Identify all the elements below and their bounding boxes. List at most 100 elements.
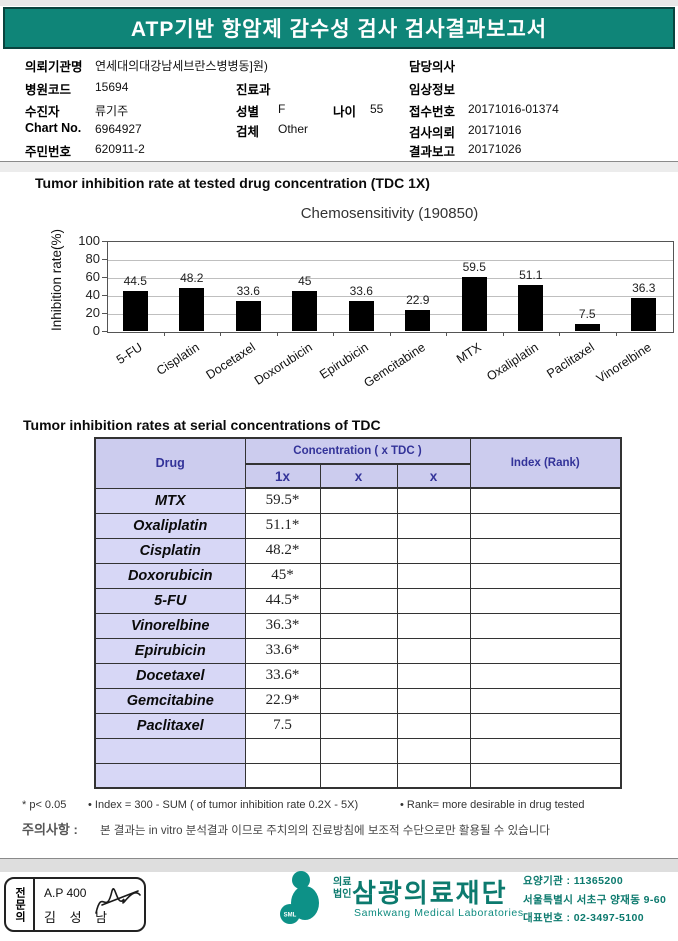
- field-label-department: 진료과: [236, 83, 271, 97]
- concentration-x2-cell: [319, 662, 398, 689]
- org-name-en: Samkwang Medical Laboratories: [354, 907, 524, 919]
- page-title: ATP기반 항암제 감수성 검사 검사결과보고서: [130, 18, 548, 41]
- chart-bar-value: 33.6: [349, 283, 373, 298]
- stamp-doctor-name: 김 성 남: [44, 910, 113, 925]
- contact-org-number: 요양기관 : 11365200: [523, 875, 624, 887]
- index-rank-cell: [469, 637, 622, 664]
- chart-xtick-mark: [615, 332, 617, 336]
- chart-ytick-label: 40: [85, 287, 100, 302]
- drug-name-cell: Cisplatin: [94, 537, 246, 564]
- index-rank-cell: [469, 737, 622, 764]
- concentration-x3-cell: [396, 512, 471, 539]
- field-label-institution: 의뢰기관명: [25, 60, 83, 74]
- chart-bar-value: 36.3: [632, 281, 656, 296]
- table-row: [94, 762, 622, 789]
- chart-xtick-label: Doxorubicin: [251, 340, 315, 388]
- field-value-resident-no: 620911-2: [95, 142, 145, 156]
- chart-bar: [518, 285, 544, 331]
- drug-name-cell: Paclitaxel: [94, 712, 246, 739]
- field-value-age: 55: [370, 102, 384, 116]
- table-header-concentration: Concentration ( x TDC ): [244, 437, 471, 465]
- concentration-x3-cell: [396, 762, 471, 789]
- concentration-x3-cell: [396, 687, 471, 714]
- table-header-x2: x: [319, 463, 398, 489]
- caution-text: 본 결과는 in vitro 분석결과 이므로 주치의의 진료방침에 보조적 수…: [100, 825, 550, 837]
- stamp-vertical-label: 전문의: [6, 879, 35, 930]
- chart-xtick-label: Vinorelbine: [593, 340, 654, 386]
- top-strip: [0, 0, 678, 6]
- note-rank: • Rank= more desirable in drug tested: [400, 799, 585, 811]
- chart-bar: [292, 290, 318, 331]
- field-value-chart-no: 6964927: [95, 122, 142, 136]
- concentration-x3-cell: [396, 562, 471, 589]
- chart-bar: [461, 277, 487, 331]
- caution-label: 주의사항 :: [22, 822, 78, 837]
- chart-gridline: [108, 277, 673, 279]
- lab-logo-icon: SML: [280, 871, 319, 924]
- concentration-1x-cell: 51.1*: [244, 512, 321, 539]
- concentration-1x-cell: 22.9*: [244, 687, 321, 714]
- chart-xtick-label: Paclitaxel: [544, 340, 598, 382]
- drug-name-cell: 5-FU: [94, 587, 246, 614]
- stamp-code: A.P 400: [44, 886, 87, 900]
- contact-address: 서울특별시 서초구 양재동 9-60: [523, 894, 667, 906]
- chart-ytick-label: 80: [85, 251, 100, 266]
- field-value-receipt-no: 20171016-01374: [468, 102, 559, 116]
- chart-xtick-label: Docetaxel: [203, 340, 259, 383]
- concentration-x2-cell: [319, 687, 398, 714]
- concentration-x2-cell: [319, 637, 398, 664]
- tdc-table-wrap: Drug Concentration ( x TDC ) Index (Rank…: [94, 437, 622, 789]
- table-row: Epirubicin 33.6*: [94, 637, 622, 664]
- chart-bar-value: 44.5: [123, 273, 147, 288]
- concentration-x3-cell: [396, 612, 471, 639]
- index-rank-cell: [469, 562, 622, 589]
- note-pvalue: * p< 0.05: [22, 799, 67, 811]
- table-row: 5-FU 44.5*: [94, 587, 622, 614]
- field-value-sex: F: [278, 102, 286, 116]
- index-rank-cell: [469, 762, 622, 789]
- section1-title: Tumor inhibition rate at tested drug con…: [35, 175, 430, 191]
- chart-bar: [574, 324, 600, 331]
- table-row: Gemcitabine 22.9*: [94, 687, 622, 714]
- chart-bar: [348, 300, 374, 331]
- concentration-x2-cell: [319, 487, 398, 514]
- chart-xtick-mark: [446, 332, 447, 336]
- org-type-line1: 의료: [333, 877, 352, 888]
- field-label-report-date: 결과보고: [409, 145, 456, 159]
- chart-gridline: [108, 259, 673, 261]
- chart-ytick-mark: [102, 312, 107, 314]
- concentration-1x-cell: [244, 762, 321, 789]
- chart-bar: [631, 298, 657, 331]
- concentration-1x-cell: 7.5: [244, 712, 321, 739]
- concentration-x2-cell: [319, 737, 398, 764]
- concentration-1x-cell: 36.3*: [244, 612, 321, 639]
- concentration-1x-cell: 45*: [244, 562, 321, 589]
- concentration-1x-cell: 59.5*: [244, 487, 321, 514]
- concentration-x3-cell: [396, 637, 471, 664]
- concentration-1x-cell: [244, 737, 321, 764]
- table-row: Cisplatin 48.2*: [94, 537, 622, 564]
- chart-xtick-mark: [502, 332, 504, 336]
- section2-title: Tumor inhibition rates at serial concent…: [23, 417, 381, 433]
- chart-bar-value: 33.6: [236, 283, 260, 298]
- drug-name-cell: MTX: [94, 487, 246, 514]
- drug-name-cell: [94, 762, 246, 789]
- chart-gridline: [108, 295, 673, 297]
- concentration-1x-cell: 44.5*: [244, 587, 321, 614]
- field-label-request-date: 검사의뢰: [409, 126, 456, 140]
- field-value-request-date: 20171016: [468, 123, 522, 137]
- index-rank-cell: [469, 487, 622, 514]
- drug-name-cell: Docetaxel: [94, 662, 246, 689]
- table-header-index: Index (Rank): [469, 437, 622, 489]
- chart-bar-value: 51.1: [519, 268, 543, 282]
- chart-ytick-mark: [102, 276, 107, 278]
- table-row: Paclitaxel 7.5: [94, 712, 622, 739]
- drug-name-cell: Vinorelbine: [94, 612, 246, 639]
- chart-bar: [405, 310, 431, 331]
- chart-bar-value: 45: [298, 273, 312, 288]
- index-rank-cell: [469, 687, 622, 714]
- chart-xtick-mark: [559, 332, 560, 336]
- chart-bar-value: 48.2: [180, 270, 204, 285]
- chart-ytick-label: 100: [78, 233, 100, 248]
- field-value-patient-name: 류기주: [95, 104, 129, 118]
